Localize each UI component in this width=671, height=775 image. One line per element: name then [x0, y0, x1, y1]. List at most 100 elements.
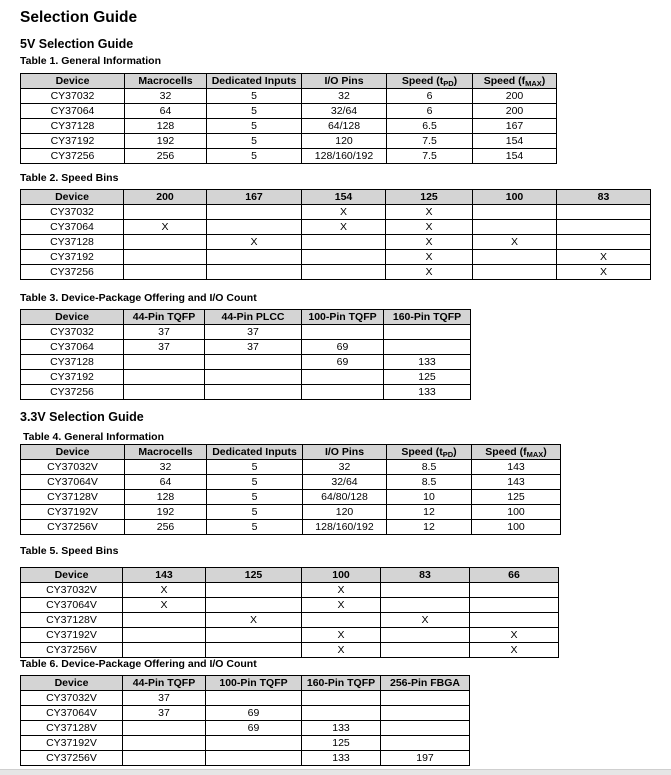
table-cell: X [385, 249, 473, 265]
column-header: Device [20, 567, 123, 583]
table-cell: X [301, 204, 386, 220]
column-header: Speed (tPD) [386, 444, 472, 460]
table-cell: 125 [383, 369, 471, 385]
table-cell [205, 642, 302, 658]
table-cell [204, 369, 302, 385]
device-cell: CY37192 [20, 133, 125, 149]
table-cell [380, 735, 470, 751]
table-3-caption: Table 3. Device-Package Offering and I/O… [20, 292, 257, 304]
table-cell [123, 234, 207, 250]
table-row: CY37032 37 37 [20, 324, 471, 340]
table-cell: X [385, 204, 473, 220]
table-row: CY37192V 192 5 120 12 100 [20, 504, 561, 520]
device-cell: CY37032V [20, 690, 123, 706]
table-cell [469, 612, 559, 628]
column-header: 200 [123, 189, 207, 205]
table-cell: 133 [301, 750, 381, 766]
table-cell [383, 339, 471, 355]
table-cell [380, 690, 470, 706]
table-6-device-package: Device 44-Pin TQFP 100-Pin TQFP 160-Pin TQF… [20, 675, 470, 766]
table-cell: 192 [124, 133, 207, 149]
table-row: CY37128V X X [20, 612, 559, 628]
table-cell: X [385, 264, 473, 280]
table-cell [206, 219, 302, 235]
table-cell: 133 [383, 384, 471, 400]
device-cell: CY37256 [20, 264, 124, 280]
table-cell [556, 234, 651, 250]
table-cell: X [301, 642, 381, 658]
device-cell: CY37256V [20, 750, 123, 766]
table-cell: 8.5 [386, 459, 472, 475]
table-cell [556, 204, 651, 220]
table-row: CY37256V 133 197 [20, 750, 470, 766]
header-row: Device Macrocells Dedicated Inputs I/O Pins… [20, 73, 557, 89]
device-cell: CY37256V [20, 519, 125, 535]
table-cell [206, 264, 302, 280]
header-row: Device 143 125 100 83 66 [20, 567, 559, 583]
table-row: CY37256 133 [20, 384, 471, 400]
table-cell: 7.5 [386, 133, 473, 149]
column-header: 125 [385, 189, 473, 205]
table-cell: 69 [301, 354, 384, 370]
table-cell: 256 [124, 519, 207, 535]
device-cell: CY37032 [20, 204, 124, 220]
table-cell: X [556, 249, 651, 265]
table-cell: X [122, 597, 206, 613]
device-cell: CY37192 [20, 369, 124, 385]
table-cell: 120 [301, 133, 387, 149]
table-2-caption: Table 2. Speed Bins [20, 172, 119, 184]
column-header: 44-Pin PLCC [204, 309, 302, 325]
table-row: CY37064 37 37 69 [20, 339, 471, 355]
table-row: CY37032 X X [20, 204, 651, 220]
column-header: Device [20, 189, 124, 205]
table-row: CY37064 X X X [20, 219, 651, 235]
device-cell: CY37128V [20, 612, 123, 628]
column-header: 167 [206, 189, 302, 205]
column-header: Dedicated Inputs [206, 73, 302, 89]
header-row: Device 44-Pin TQFP 44-Pin PLCC 100-Pin TQFP… [20, 309, 471, 325]
table-cell: 154 [472, 133, 557, 149]
table-cell [380, 582, 470, 598]
section-heading-3v3: 3.3V Selection Guide [20, 410, 144, 424]
column-header: Device [20, 444, 125, 460]
table-cell: 32 [124, 88, 207, 104]
table-cell: 192 [124, 504, 207, 520]
column-header: I/O Pins [302, 444, 387, 460]
device-cell: CY37256 [20, 384, 124, 400]
page-title: Selection Guide [20, 9, 138, 26]
table-cell: 64/80/128 [302, 489, 387, 505]
table-cell: 37 [122, 690, 206, 706]
table-cell: X [122, 582, 206, 598]
column-header: I/O Pins [301, 73, 387, 89]
table-cell: 64 [124, 474, 207, 490]
table-cell [472, 249, 557, 265]
table-cell: 69 [301, 339, 384, 355]
table-cell [469, 597, 559, 613]
table-6-caption: Table 6. Device-Package Offering and I/O… [20, 658, 257, 670]
table-cell [205, 597, 302, 613]
subscript: PD [442, 450, 454, 459]
column-header: 160-Pin TQFP [383, 309, 471, 325]
column-header: 83 [380, 567, 470, 583]
table-cell: 133 [301, 720, 381, 736]
column-header: Dedicated Inputs [206, 444, 303, 460]
table-cell [205, 735, 302, 751]
table-row: CY37064V 37 69 [20, 705, 470, 721]
header-row: Device 200 167 154 125 100 83 [20, 189, 651, 205]
table-cell [469, 582, 559, 598]
table-cell: 200 [472, 88, 557, 104]
table-cell: 143 [471, 474, 561, 490]
table-cell [301, 369, 384, 385]
table-cell: 5 [206, 148, 302, 164]
table-cell [301, 612, 381, 628]
table-cell: 7.5 [386, 148, 473, 164]
table-1-caption: Table 1. General Information [20, 55, 162, 67]
bottom-scroll-edge [0, 769, 671, 775]
device-cell: CY37192V [20, 627, 123, 643]
table-cell: X [205, 612, 302, 628]
column-header: Speed (fMAX) [471, 444, 561, 460]
table-cell [472, 219, 557, 235]
table-row: CY37192V 125 [20, 735, 470, 751]
subscript: MAX [525, 79, 542, 88]
column-header: Speed (fMAX) [472, 73, 557, 89]
